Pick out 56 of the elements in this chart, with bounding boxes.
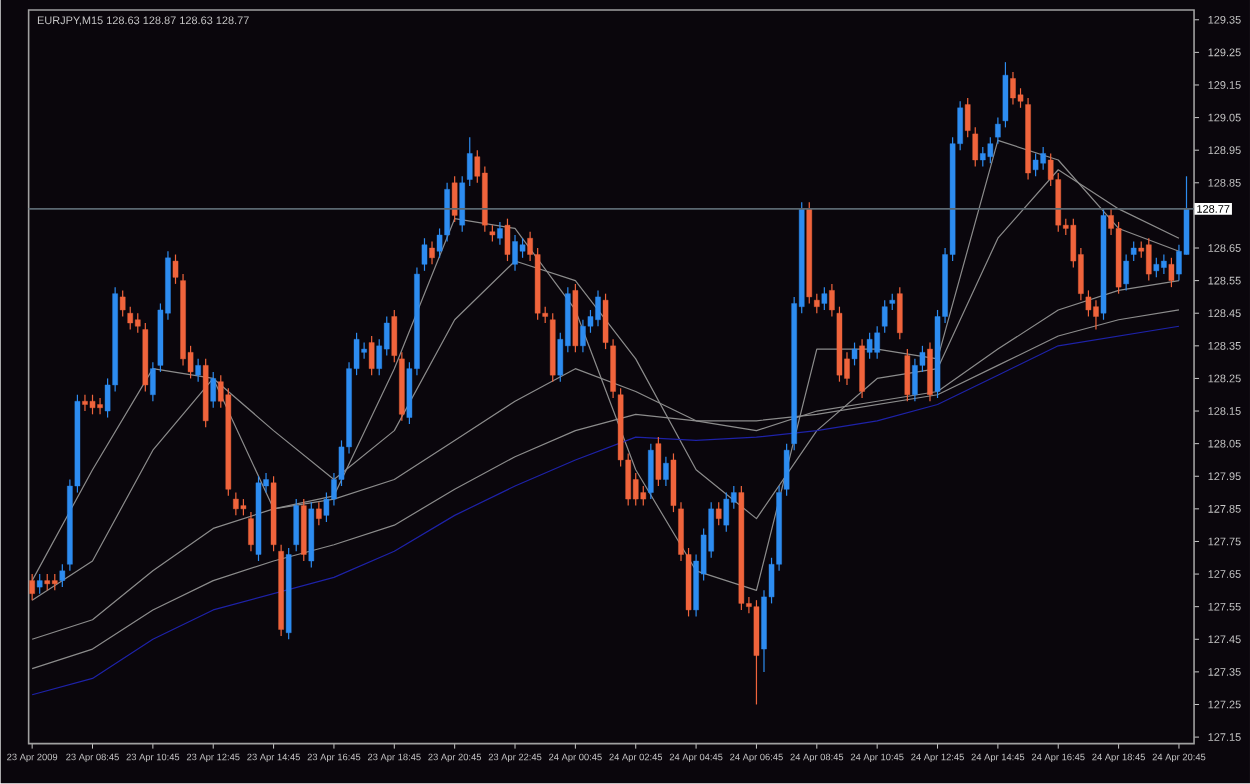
candlestick bbox=[663, 456, 669, 487]
candlestick bbox=[293, 498, 299, 553]
candlestick bbox=[1130, 241, 1137, 262]
candlestick bbox=[1153, 257, 1160, 279]
candlestick bbox=[127, 306, 133, 331]
candlestick bbox=[866, 332, 873, 360]
candlestick bbox=[904, 348, 911, 403]
candlestick bbox=[466, 136, 473, 187]
candlestick bbox=[972, 126, 979, 168]
candlestick bbox=[1032, 153, 1039, 178]
candlestick bbox=[82, 394, 88, 412]
candlestick bbox=[1010, 71, 1016, 106]
candlestick bbox=[1168, 257, 1175, 288]
candlestick bbox=[1040, 146, 1046, 171]
candlestick bbox=[912, 358, 918, 403]
candlestick bbox=[421, 237, 428, 272]
candlestick bbox=[195, 358, 201, 383]
candlestick bbox=[881, 299, 888, 334]
candlestick bbox=[512, 234, 518, 272]
candlestick bbox=[964, 97, 971, 138]
candlestick bbox=[497, 221, 503, 246]
candlestick bbox=[135, 312, 141, 334]
candlestick bbox=[1146, 237, 1152, 282]
candlestick bbox=[519, 237, 526, 259]
candlestick bbox=[316, 501, 322, 526]
candlestick bbox=[723, 492, 730, 533]
candlestick bbox=[927, 342, 933, 403]
candlestick bbox=[874, 325, 880, 360]
candlestick bbox=[89, 394, 96, 416]
candlestick bbox=[859, 338, 865, 399]
candlestick bbox=[648, 443, 654, 500]
candlestick bbox=[851, 342, 858, 367]
candlestick bbox=[451, 175, 458, 223]
candlestick bbox=[1093, 299, 1099, 331]
candlestick bbox=[1123, 254, 1129, 292]
candlestick bbox=[233, 492, 239, 517]
candlestick bbox=[715, 501, 722, 526]
candlestick bbox=[814, 293, 820, 315]
candlestick bbox=[580, 319, 586, 354]
candlestick bbox=[655, 436, 662, 487]
candlestick bbox=[821, 286, 828, 311]
candlestick bbox=[368, 335, 375, 376]
candlestick bbox=[1161, 254, 1167, 275]
candlestick bbox=[897, 286, 903, 341]
candlestick bbox=[210, 371, 216, 409]
candlestick bbox=[504, 218, 511, 262]
candlestick bbox=[459, 175, 465, 233]
candlestick bbox=[29, 573, 35, 601]
candlestick bbox=[980, 146, 986, 168]
candlestick bbox=[248, 511, 254, 553]
candlestick bbox=[36, 573, 43, 595]
candlestick bbox=[119, 289, 126, 318]
candlestick bbox=[595, 289, 601, 328]
candlestick bbox=[640, 485, 647, 507]
candlestick bbox=[429, 241, 435, 266]
candlestick bbox=[97, 397, 103, 416]
